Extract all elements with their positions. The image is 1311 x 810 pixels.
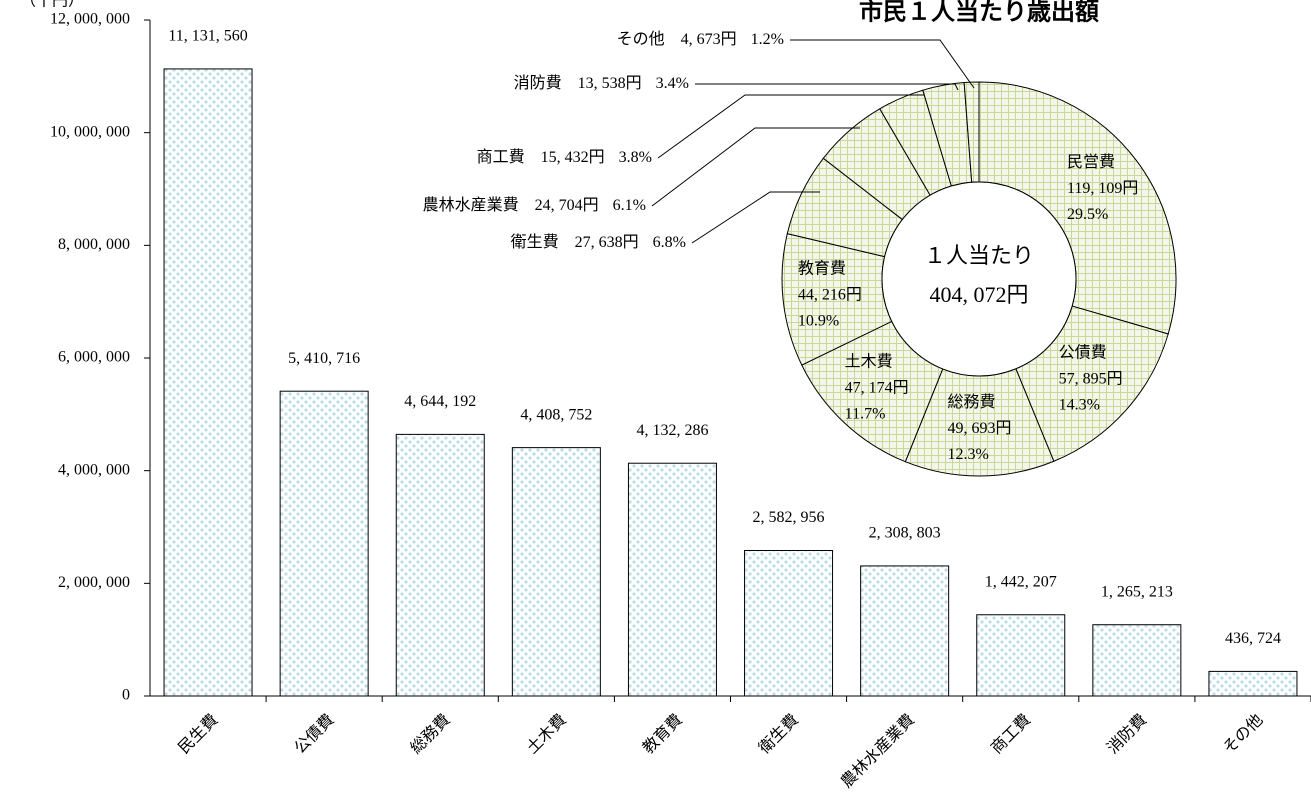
slice-name: 総務費 [947, 393, 995, 411]
x-tick-label: 民生費 [175, 711, 222, 758]
center-total: 404, 072円 [929, 282, 1028, 307]
slice-amount: 49, 693円 [947, 420, 1011, 437]
slice-name: 教育費 [798, 259, 846, 277]
data-label: 436, 724 [1225, 630, 1281, 647]
slice-amount: 119, 109円 [1067, 180, 1138, 197]
slice-amount: 44, 216円 [798, 286, 862, 303]
slice-percent: 10.9% [798, 312, 839, 329]
y-tick-label: 10, 000, 000 [50, 123, 130, 140]
slice-name: 商工費 [477, 148, 525, 166]
x-tick-label: 教育費 [639, 711, 686, 758]
y-tick-label: 8, 000, 000 [58, 236, 130, 253]
donut-hole [881, 181, 1077, 377]
slice-percent: 3.4% [656, 75, 689, 92]
bar [627, 462, 717, 697]
slice-label: 総務費 49, 693円 12.3% [947, 393, 1011, 463]
slice-percent: 3.8% [619, 149, 652, 166]
leader-line [691, 191, 820, 244]
slice-amount: 57, 895円 [1059, 370, 1123, 387]
data-label: 4, 132, 286 [636, 422, 708, 439]
slice-label: その他 4, 673円 1.2% [617, 30, 784, 48]
slice-percent: 6.1% [613, 197, 646, 214]
bar [1208, 670, 1298, 697]
data-label: 4, 408, 752 [520, 406, 592, 423]
slice-name: 土木費 [845, 352, 893, 370]
x-tick-label: 衛生費 [755, 711, 802, 758]
center-title: １人当たり [924, 243, 1034, 268]
slice-percent: 11.7% [845, 405, 886, 422]
slice-amount: 15, 432円 [541, 149, 605, 166]
slice-label: 教育費 44, 216円 10.9% [798, 259, 862, 329]
slice-name: 消防費 [514, 74, 562, 92]
slice-amount: 4, 673円 [681, 31, 737, 48]
y-tick-label: 0 [122, 687, 130, 704]
x-tick-label: 土木費 [523, 711, 570, 758]
slice-label: 公債費 57, 895円 14.3% [1059, 343, 1123, 413]
bar [976, 614, 1066, 697]
leader-line [651, 127, 860, 207]
slice-amount: 27, 638円 [575, 234, 639, 251]
slice-label: 土木費 47, 174円 11.7% [845, 352, 909, 422]
x-tick-label: 商工費 [987, 711, 1034, 758]
donut-title: 市民１人当たり歳出額 [859, 0, 1099, 26]
slice-percent: 12.3% [947, 446, 988, 463]
bar [860, 565, 950, 697]
bar [511, 447, 601, 697]
slice-name: 公債費 [1059, 343, 1107, 361]
slice-name: 民営費 [1067, 153, 1115, 171]
slice-name: 衛生費 [511, 233, 559, 251]
leader-line [657, 94, 935, 159]
x-tick-label: 総務費 [407, 711, 454, 758]
x-tick-label: 消防費 [1104, 711, 1151, 758]
bar [279, 390, 369, 697]
slice-label: 農林水産業費 24, 704円 6.1% [423, 196, 646, 214]
data-label: 11, 131, 560 [168, 28, 247, 45]
slice-percent: 1.2% [751, 31, 784, 48]
data-label: 1, 265, 213 [1101, 583, 1173, 600]
slice-percent: 6.8% [653, 234, 686, 251]
y-tick-label: 4, 000, 000 [58, 461, 130, 478]
leader-line [695, 83, 959, 91]
bar [1092, 624, 1182, 697]
slice-name: その他 [617, 30, 665, 48]
slice-amount: 47, 174円 [845, 379, 909, 396]
y-axis-label: （千円） [20, 0, 84, 10]
x-tick-label: その他 [1220, 711, 1267, 758]
bar [744, 549, 834, 697]
slice-name: 農林水産業費 [423, 196, 519, 214]
bar [395, 433, 485, 697]
slice-percent: 14.3% [1059, 396, 1100, 413]
data-label: 1, 442, 207 [985, 573, 1057, 590]
slice-label: 衛生費 27, 638円 6.8% [511, 233, 686, 251]
slice-amount: 13, 538円 [578, 75, 642, 92]
leader-line [790, 39, 975, 89]
data-label: 5, 410, 716 [288, 350, 360, 367]
y-tick-label: 2, 000, 000 [58, 574, 130, 591]
data-label: 2, 308, 803 [869, 525, 941, 542]
y-tick-label: 12, 000, 000 [50, 11, 130, 28]
slice-label: 商工費 15, 432円 3.8% [477, 148, 652, 166]
data-label: 4, 644, 192 [404, 393, 476, 410]
x-tick-label: 公債費 [291, 711, 338, 758]
bar [163, 68, 253, 697]
slice-percent: 29.5% [1067, 206, 1108, 223]
y-tick-label: 6, 000, 000 [58, 349, 130, 366]
slice-label: 民営費 119, 109円 29.5% [1067, 153, 1138, 223]
data-label: 2, 582, 956 [753, 509, 825, 526]
x-tick-label: 農林水産業費 [837, 711, 918, 792]
slice-amount: 24, 704円 [535, 197, 599, 214]
slice-label: 消防費 13, 538円 3.4% [514, 74, 689, 92]
